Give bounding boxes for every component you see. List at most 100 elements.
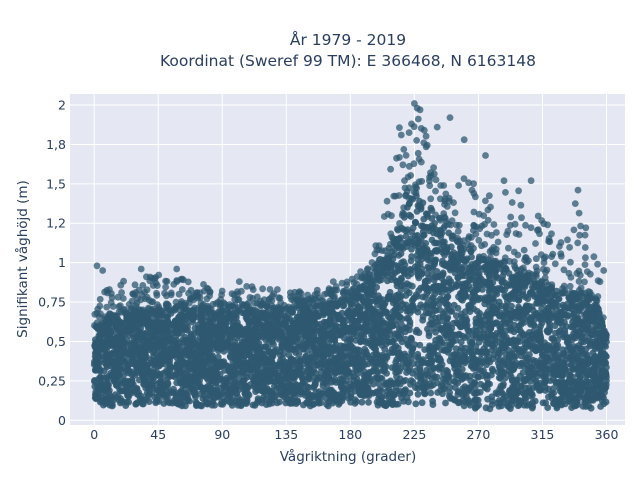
data-point [591,343,599,350]
data-point [353,398,360,405]
data-point [401,265,409,273]
data-point [228,399,236,407]
data-point [482,404,490,412]
data-point [408,351,415,358]
data-point [428,236,436,244]
data-point [406,342,413,350]
data-point [370,328,378,336]
data-point [289,399,297,407]
data-point [455,399,462,407]
data-point [191,358,199,366]
data-point [312,388,320,396]
data-point [526,351,533,358]
data-point [393,387,400,395]
data-point [282,328,289,336]
data-point [542,399,549,407]
data-point [461,308,469,315]
data-point [576,344,584,352]
data-point [416,341,424,349]
data-point [249,401,257,409]
data-point [561,400,569,408]
data-point [591,352,599,360]
data-point [443,300,450,307]
data-point [282,338,289,345]
data-point [447,258,455,265]
data-point [425,264,433,272]
data-point [534,300,542,307]
data-point [122,402,130,409]
data-point [450,378,458,385]
data-point [414,372,421,380]
data-point [371,358,379,366]
data-point [441,238,448,246]
data-point [297,335,304,343]
data-point [129,370,137,378]
data-point [542,372,550,380]
data-point [423,366,431,374]
data-point [403,324,410,332]
data-point [515,296,523,304]
data-point [418,399,426,407]
data-point [192,393,199,401]
data-point [281,319,289,327]
data-point [300,315,307,322]
data-point [288,388,295,395]
data-point [545,327,553,334]
data-point [380,401,388,409]
data-point [218,398,226,406]
data-point [536,288,544,296]
data-point [296,364,304,372]
data-point [435,300,443,308]
data-point [561,330,569,337]
data-point [258,351,266,359]
data-point [461,334,469,341]
data-point [458,272,466,280]
data-point [528,303,536,311]
data-point [497,382,505,390]
data-point [308,394,316,402]
data-point [396,266,404,274]
data-point [423,223,430,231]
data-point [265,334,273,342]
data-point [470,298,477,306]
data-point [137,324,145,332]
data-point [196,376,204,384]
data-point [273,320,281,327]
data-points [90,100,610,413]
data-point [445,326,453,333]
data-point [436,325,444,333]
data-point [384,293,392,300]
data-point [233,380,241,388]
data-point [424,325,431,333]
data-point [450,301,458,309]
data-point [520,377,528,385]
data-point [416,202,423,210]
data-point [520,319,528,326]
data-point [522,293,529,301]
data-point [468,253,475,261]
data-point [396,293,404,300]
data-point [501,374,509,382]
data-point [455,279,462,287]
data-point [366,340,374,347]
data-point [199,395,207,402]
data-point [92,366,99,374]
data-point [437,357,445,364]
data-point [375,322,383,330]
data-point [412,291,420,299]
data-point [437,295,445,303]
data-point [486,285,494,292]
data-point [476,310,484,317]
data-point [320,311,327,319]
data-point [384,277,391,285]
data-point [554,361,562,369]
data-point [577,356,584,363]
data-point [432,247,439,255]
data-point [196,334,204,342]
data-point [303,347,311,355]
data-point [281,389,288,397]
data-point [483,295,491,302]
data-point [602,398,610,406]
data-point [334,327,342,335]
data-point [352,337,360,344]
